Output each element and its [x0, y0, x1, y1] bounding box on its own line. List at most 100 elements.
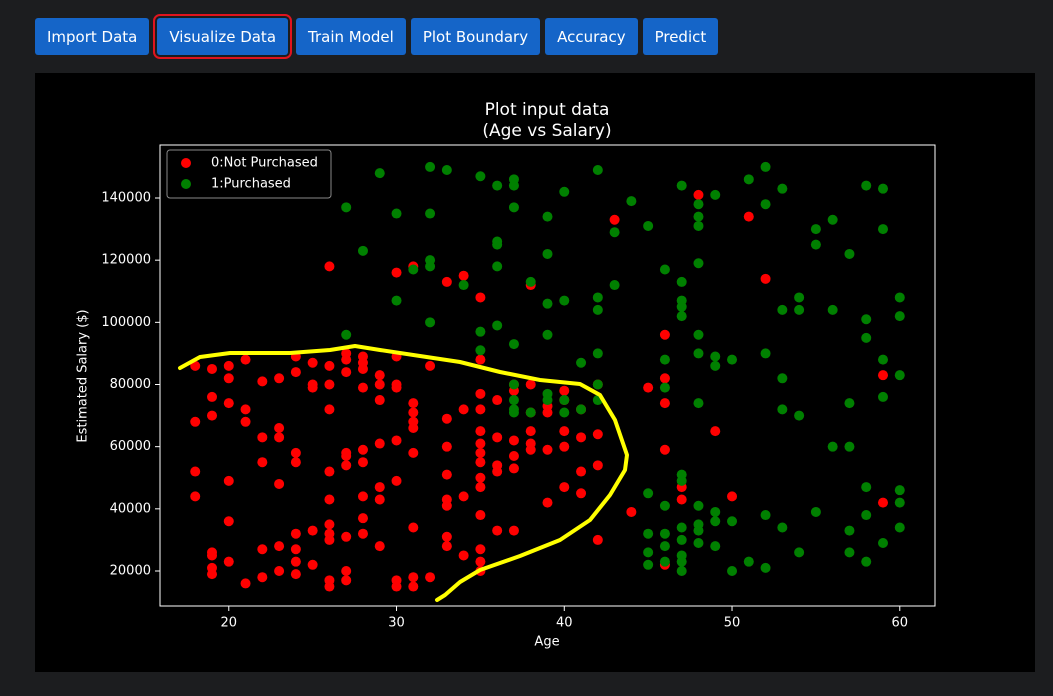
legend-marker — [181, 179, 191, 189]
point — [777, 304, 788, 315]
point — [257, 432, 268, 443]
point — [374, 438, 385, 449]
point — [743, 211, 754, 222]
toolbar-button[interactable]: Train Model — [296, 18, 406, 55]
point — [475, 438, 486, 449]
y-tick-label: 100000 — [101, 315, 151, 330]
point — [475, 404, 486, 415]
point — [324, 534, 335, 545]
point — [659, 264, 670, 275]
point — [324, 404, 335, 415]
point — [894, 292, 905, 303]
point — [676, 311, 687, 322]
point — [727, 565, 738, 576]
point — [861, 332, 872, 343]
point — [324, 519, 335, 530]
point — [441, 165, 452, 176]
point — [626, 196, 637, 207]
point — [307, 357, 318, 368]
point — [207, 410, 218, 421]
point — [592, 379, 603, 390]
point — [357, 513, 368, 524]
point — [341, 565, 352, 576]
point — [693, 348, 704, 359]
point — [290, 544, 301, 555]
point — [408, 447, 419, 458]
point — [827, 441, 838, 452]
point — [290, 556, 301, 567]
point — [492, 180, 503, 191]
point — [475, 482, 486, 493]
point — [877, 538, 888, 549]
toolbar-button[interactable]: Import Data — [35, 18, 150, 55]
point — [357, 457, 368, 468]
point — [324, 581, 335, 592]
point — [576, 432, 587, 443]
point — [525, 444, 536, 455]
point — [223, 373, 234, 384]
point — [659, 500, 670, 511]
point — [743, 556, 754, 567]
y-tick-label: 60000 — [110, 439, 151, 454]
point — [341, 460, 352, 471]
point — [391, 295, 402, 306]
point — [794, 304, 805, 315]
point — [441, 500, 452, 511]
point — [408, 423, 419, 434]
point — [777, 373, 788, 384]
point — [542, 211, 553, 222]
legend: 0:Not Purchased 1:Purchased — [166, 149, 332, 199]
point — [274, 541, 285, 552]
point — [223, 516, 234, 527]
point — [492, 239, 503, 250]
point — [542, 444, 553, 455]
y-tick-label: 140000 — [101, 190, 151, 205]
point — [559, 295, 570, 306]
toolbar-button[interactable]: Predict — [642, 18, 719, 55]
point — [794, 410, 805, 421]
point — [458, 270, 469, 281]
toolbar-button[interactable]: Plot Boundary — [410, 18, 541, 55]
point — [592, 460, 603, 471]
point — [257, 572, 268, 583]
point — [475, 472, 486, 483]
point — [374, 395, 385, 406]
point — [676, 565, 687, 576]
point — [693, 329, 704, 340]
point — [458, 491, 469, 502]
point — [844, 398, 855, 409]
point — [307, 382, 318, 393]
point — [592, 348, 603, 359]
annotation-scribble — [178, 344, 629, 602]
point — [475, 354, 486, 365]
point — [324, 379, 335, 390]
point — [257, 376, 268, 387]
point — [676, 301, 687, 312]
point — [357, 528, 368, 539]
point — [659, 541, 670, 552]
point — [508, 339, 519, 350]
toolbar-button[interactable]: Visualize Data — [153, 14, 293, 59]
point — [894, 311, 905, 322]
point — [274, 423, 285, 434]
point — [441, 441, 452, 452]
point — [357, 444, 368, 455]
legend-label: 0:Not Purchased — [211, 156, 318, 171]
point — [357, 363, 368, 374]
point — [894, 485, 905, 496]
point — [877, 354, 888, 365]
point — [475, 345, 486, 356]
point — [240, 578, 251, 589]
point — [877, 497, 888, 508]
point — [324, 466, 335, 477]
toolbar-button[interactable]: Accuracy — [545, 18, 638, 55]
point — [190, 466, 201, 477]
point — [559, 482, 570, 493]
point — [290, 528, 301, 539]
point — [475, 388, 486, 399]
point — [643, 488, 654, 499]
point — [576, 466, 587, 477]
point — [408, 572, 419, 583]
point — [592, 534, 603, 545]
point — [810, 224, 821, 235]
